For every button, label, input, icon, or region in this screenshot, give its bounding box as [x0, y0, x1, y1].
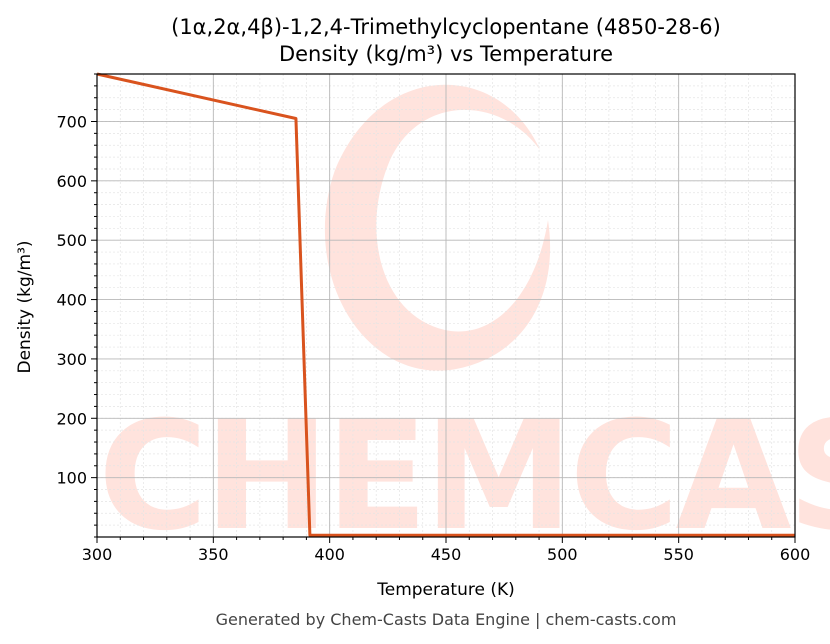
x-axis-label: Temperature (K): [376, 580, 515, 600]
y-tick-label: 400: [56, 291, 87, 310]
density-series-line: [96, 72, 795, 537]
y-tick-label: 100: [56, 469, 87, 488]
footer-credit: Generated by Chem-Casts Data Engine | ch…: [216, 610, 677, 629]
y-tick-label: 700: [56, 112, 87, 131]
y-tick-label: 200: [56, 409, 87, 428]
y-axis-ticks: 100 200 300 400 500 600 700: [56, 73, 97, 538]
x-tick-label: 450: [431, 545, 462, 564]
watermark-text: CHEMCASTS: [98, 390, 830, 564]
x-tick-label: 350: [198, 545, 229, 564]
x-tick-label: 400: [314, 545, 345, 564]
chemcasts-watermark-logo: CHEMCASTS: [98, 84, 830, 564]
y-tick-label: 300: [56, 350, 87, 369]
y-axis-label: Density (kg/m³): [15, 240, 35, 373]
x-tick-label: 500: [547, 545, 578, 564]
x-tick-label: 300: [82, 545, 113, 564]
chart-title: (1α,2α,4β)-1,2,4-Trimethylcyclopentane (…: [171, 15, 721, 39]
x-tick-label: 600: [780, 545, 811, 564]
y-tick-label: 500: [56, 231, 87, 250]
x-axis-ticks: 300 350 400 450 500 550 600: [82, 537, 811, 564]
series-layer: [96, 72, 795, 537]
x-tick-label: 550: [663, 545, 694, 564]
chart-subtitle: Density (kg/m³) vs Temperature: [279, 42, 613, 66]
y-tick-label: 600: [56, 172, 87, 191]
